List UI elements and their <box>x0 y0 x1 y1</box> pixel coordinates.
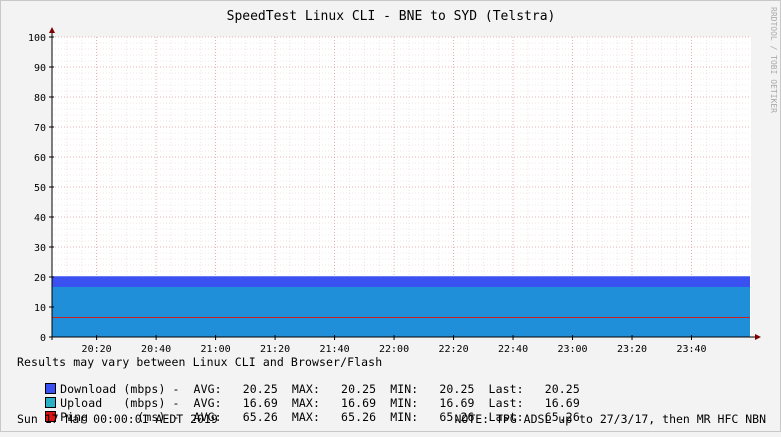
legend-row-upload: Upload (mbps) - AVG: 16.69 MAX: 16.69 MI… <box>17 384 580 423</box>
ping-swatch <box>45 411 57 422</box>
y-tick-label: 0 <box>40 333 46 344</box>
axes <box>49 27 761 340</box>
legend-upload-text: Upload (mbps) - AVG: 16.69 MAX: 16.69 MI… <box>60 396 580 410</box>
y-tick-label: 30 <box>34 243 46 254</box>
y-tick-label: 20 <box>34 273 46 284</box>
legend-row-ping: Ping (ms) - AVG: 65.26 MAX: 65.26 MIN: 6… <box>17 398 580 437</box>
upload-area <box>52 286 750 337</box>
x-axis-arrow <box>755 334 761 340</box>
upload-swatch <box>45 397 57 408</box>
x-tick-label: 21:20 <box>260 344 290 355</box>
x-tick-label: 20:40 <box>141 344 171 355</box>
series-areas <box>52 276 750 337</box>
y-tick-label: 100 <box>28 33 46 44</box>
legend-download-text: Download (mbps) - AVG: 20.25 MAX: 20.25 … <box>60 382 580 396</box>
y-tick-label: 10 <box>34 303 46 314</box>
x-tick-label: 21:40 <box>320 344 350 355</box>
download-swatch <box>45 383 57 394</box>
x-tick-label: 23:00 <box>557 344 587 355</box>
watermark-text: RRDTOOL / TOBI OETIKER <box>769 7 778 113</box>
y-tick-label: 70 <box>34 123 46 134</box>
x-tick-labels: 20:20 20:40 21:00 21:20 21:40 22:00 22:20 22:40… <box>82 344 707 355</box>
y-tick-label: 50 <box>34 183 46 194</box>
x-tick-label: 21:00 <box>201 344 231 355</box>
x-tick-label: 22:40 <box>498 344 528 355</box>
x-tick-label: 23:20 <box>617 344 647 355</box>
x-tick-label: 22:20 <box>438 344 468 355</box>
chart-title: SpeedTest Linux CLI - BNE to SYD (Telstr… <box>227 9 556 24</box>
y-tick-label: 90 <box>34 63 46 74</box>
y-axis-arrow <box>49 27 55 33</box>
legend-row-download: Download (mbps) - AVG: 20.25 MAX: 20.25 … <box>17 370 580 409</box>
footer-note: NOTE: TPG ADSL up to 27/3/17, then MR HF… <box>454 412 766 426</box>
y-tick-label: 60 <box>34 153 46 164</box>
x-tick-label: 23:40 <box>676 344 706 355</box>
y-tick-labels: 0 10 20 30 40 50 60 70 80 90 100 <box>28 33 46 344</box>
legend-header: Results may vary between Linux CLI and B… <box>17 355 383 369</box>
footer-date: Sun 17 Mar 00:00:01 AEDT 2019 <box>17 412 218 426</box>
x-tick-label: 20:20 <box>82 344 112 355</box>
y-tick-label: 40 <box>34 213 46 224</box>
y-tick-label: 80 <box>34 93 46 104</box>
legend-ping-text: Ping (ms) - AVG: 65.26 MAX: 65.26 MIN: 6… <box>60 410 580 424</box>
x-tick-label: 22:00 <box>379 344 409 355</box>
